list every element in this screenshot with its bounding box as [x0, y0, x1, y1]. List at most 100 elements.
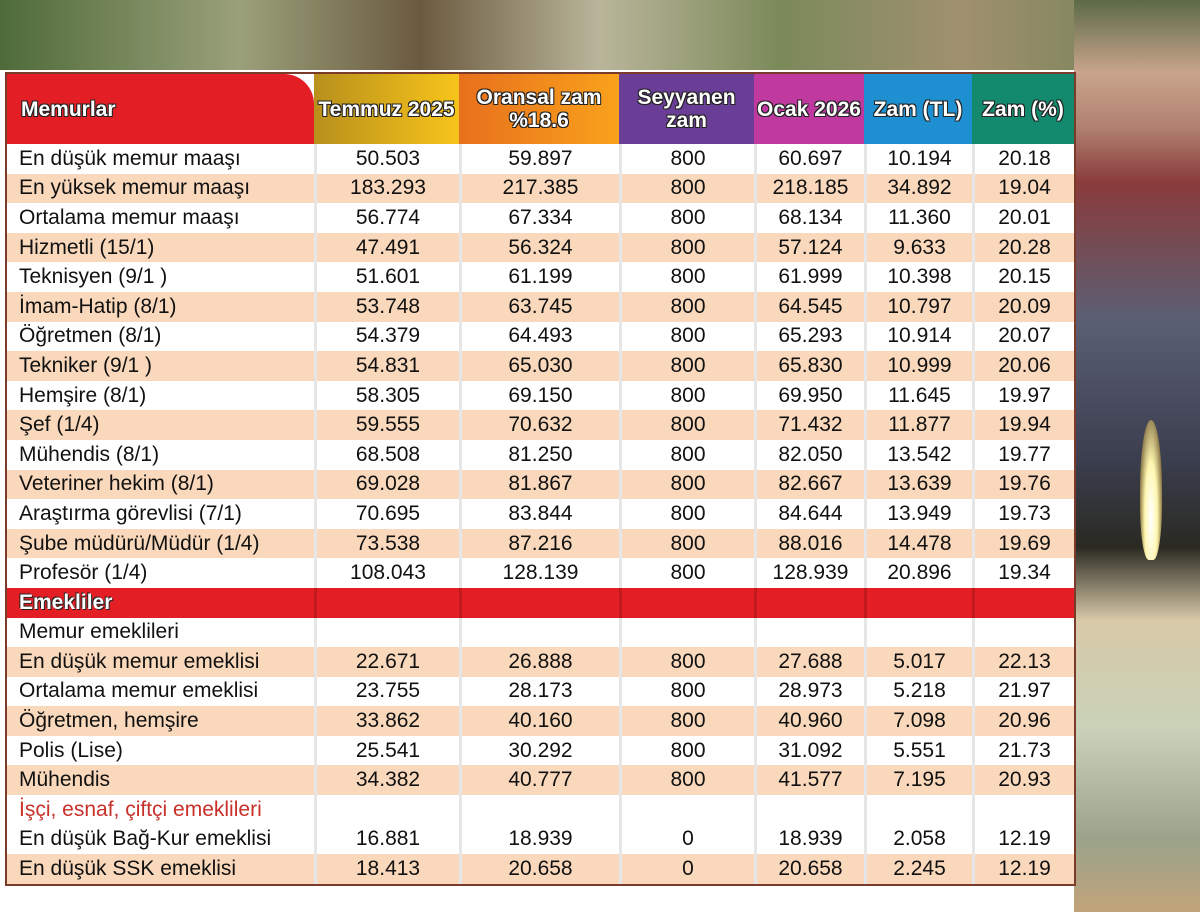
cell	[754, 587, 864, 618]
row-label: Emekliler	[19, 590, 113, 614]
cell: 13.949	[864, 499, 972, 529]
row-label: Şef (1/4)	[19, 413, 100, 437]
cell: 20.01	[972, 203, 1074, 233]
cell: 82.050	[754, 439, 864, 470]
table-row: Teknisyen (9/1 ) 51.601 61.199 800 61.999 10.…	[7, 262, 1074, 292]
cell: 60.697	[754, 144, 864, 174]
table-row: Mühendis 34.382 40.777 800 41.577 7.195 20.93	[7, 765, 1074, 796]
cell	[619, 795, 754, 825]
table-row: Öğretmen, hemşire 33.862 40.160 800 40.960 7.…	[7, 706, 1074, 736]
cell	[314, 795, 459, 825]
header-zam-tl: Zam (TL)	[864, 74, 972, 144]
cell: 10.398	[864, 262, 972, 292]
cell: 800	[619, 439, 754, 470]
cell: 21.73	[972, 735, 1074, 766]
cell: 10.914	[864, 321, 972, 352]
cell: 800	[619, 321, 754, 352]
cell: 10.999	[864, 351, 972, 381]
cell: 54.379	[314, 321, 459, 352]
cell: 7.195	[864, 765, 972, 796]
cell: 13.542	[864, 439, 972, 470]
cell	[972, 795, 1074, 825]
cell: 20.93	[972, 765, 1074, 796]
header-memurlar: Memurlar	[7, 74, 314, 144]
cell: 84.644	[754, 499, 864, 529]
cell: 57.124	[754, 232, 864, 263]
table-row: Hemşire (8/1) 58.305 69.150 800 69.950 11.645…	[7, 380, 1074, 411]
salary-table: Memurlar Temmuz 2025 Oransal zam %18.6 S…	[5, 72, 1076, 886]
cell: 19.97	[972, 380, 1074, 411]
row-label: Profesör (1/4)	[19, 561, 148, 585]
cell: 800	[619, 262, 754, 292]
cell: 128.939	[754, 558, 864, 588]
cell: 19.69	[972, 528, 1074, 559]
table-row: Ortalama memur maaşı 56.774 67.334 800 68.13…	[7, 203, 1074, 233]
cell: 28.173	[459, 676, 619, 707]
row-label: En düşük memur emeklisi	[19, 649, 260, 673]
row-label: Mühendis	[19, 768, 111, 792]
cell: 40.960	[754, 706, 864, 736]
cell: 21.97	[972, 676, 1074, 707]
cell: 0	[619, 854, 754, 884]
cell: 12.19	[972, 824, 1074, 855]
cell: 30.292	[459, 735, 619, 766]
cell: 5.017	[864, 647, 972, 677]
park-photo-banner	[0, 0, 1200, 70]
row-label: Ortalama memur emeklisi	[19, 679, 259, 703]
row-label: İmam-Hatip (8/1)	[19, 294, 177, 318]
cell: 20.658	[754, 854, 864, 884]
table-row: Profesör (1/4) 108.043 128.139 800 128.939 20…	[7, 558, 1074, 588]
table-row: Öğretmen (8/1) 54.379 64.493 800 65.293 10.91…	[7, 321, 1074, 352]
table-row: Veteriner hekim (8/1) 69.028 81.867 800 82.6…	[7, 469, 1074, 500]
row-label: Öğretmen (8/1)	[19, 324, 162, 348]
cell: 20.07	[972, 321, 1074, 352]
cell: 65.293	[754, 321, 864, 352]
cell: 63.745	[459, 291, 619, 322]
cell: 800	[619, 173, 754, 204]
cell: 11.360	[864, 203, 972, 233]
cell: 53.748	[314, 291, 459, 322]
cell	[619, 617, 754, 648]
row-label: Memur emeklileri	[19, 620, 179, 644]
header-oransal-zam: Oransal zam %18.6	[459, 74, 619, 144]
cell: 800	[619, 765, 754, 796]
cell: 800	[619, 232, 754, 263]
cell: 20.15	[972, 262, 1074, 292]
row-label: Veteriner hekim (8/1)	[19, 472, 214, 496]
cell: 69.150	[459, 380, 619, 411]
cell: 73.538	[314, 528, 459, 559]
cell: 41.577	[754, 765, 864, 796]
cell: 19.04	[972, 173, 1074, 204]
cell: 68.508	[314, 439, 459, 470]
cell: 800	[619, 380, 754, 411]
table-row: Polis (Lise) 25.541 30.292 800 31.092 5.551 21…	[7, 735, 1074, 766]
table-row: Hizmetli (15/1) 47.491 56.324 800 57.124 9.63…	[7, 232, 1074, 263]
table-body: En düşük memur maaşı 50.503 59.897 800 60.69…	[7, 144, 1074, 884]
table-row: İşçi, esnaf, çiftçi emeklileri	[7, 795, 1074, 825]
cell: 800	[619, 735, 754, 766]
cell: 10.797	[864, 291, 972, 322]
row-label: Teknisyen (9/1 )	[19, 265, 168, 289]
cell	[459, 587, 619, 618]
cell: 20.18	[972, 144, 1074, 174]
cell: 59.897	[459, 144, 619, 174]
cell: 19.76	[972, 469, 1074, 500]
table-header: Memurlar Temmuz 2025 Oransal zam %18.6 S…	[7, 74, 1074, 144]
table-row: Araştırma görevlisi (7/1) 70.695 83.844 800…	[7, 499, 1074, 529]
cell: 800	[619, 351, 754, 381]
cell: 87.216	[459, 528, 619, 559]
cell: 20.06	[972, 351, 1074, 381]
cell: 69.028	[314, 469, 459, 500]
cell: 800	[619, 203, 754, 233]
cell: 16.881	[314, 824, 459, 855]
cell: 10.194	[864, 144, 972, 174]
cell: 800	[619, 528, 754, 559]
table-row: Emekliler	[7, 587, 1074, 618]
cell: 20.09	[972, 291, 1074, 322]
cell: 82.667	[754, 469, 864, 500]
cell: 19.94	[972, 410, 1074, 440]
cell: 800	[619, 469, 754, 500]
cell: 20.28	[972, 232, 1074, 263]
cell	[754, 617, 864, 648]
table-row: En düşük SSK emeklisi 18.413 20.658 0 20.658…	[7, 854, 1074, 884]
